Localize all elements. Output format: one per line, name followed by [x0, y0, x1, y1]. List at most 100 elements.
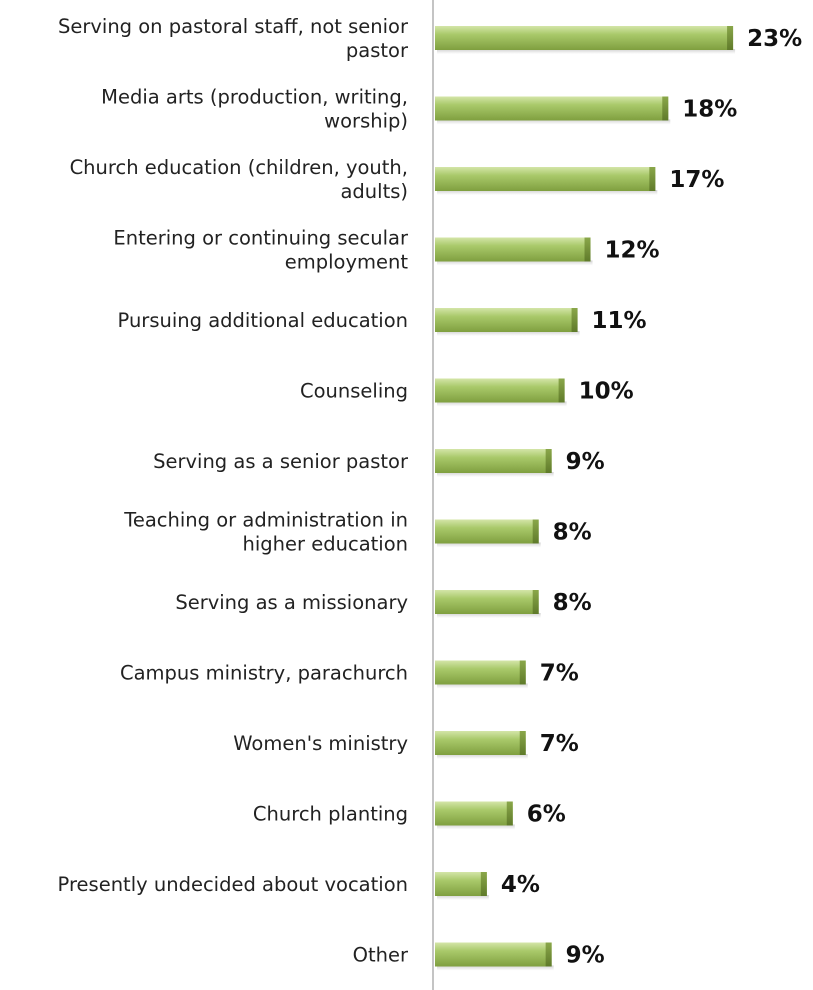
category-label-line: Serving as a senior pastor	[153, 450, 409, 473]
value-label: 8%	[553, 590, 592, 616]
value-label: 12%	[605, 238, 660, 264]
category-label-line: pastor	[346, 39, 409, 62]
bar-end-cap	[532, 590, 539, 614]
category-label: Women's ministry	[233, 732, 408, 755]
category-label: Presently undecided about vocation	[58, 873, 408, 896]
bar-shadow	[437, 754, 528, 759]
category-label: Teaching or administration in higher educ…	[123, 509, 408, 556]
category-label-line: Media arts (production, writing,	[101, 86, 408, 109]
bar-body	[435, 731, 526, 755]
bar-end-cap	[480, 872, 487, 896]
bar	[435, 167, 658, 195]
category-label: Entering or continuing secular employment	[113, 227, 409, 274]
bar	[435, 237, 593, 266]
category-label: Serving as a missionary	[175, 591, 408, 614]
value-label: 4%	[501, 872, 540, 898]
bar-shadow	[437, 965, 554, 971]
bar-body	[435, 872, 487, 896]
bar-end-cap	[506, 801, 513, 826]
bar-shadow	[437, 119, 671, 125]
value-label: 8%	[553, 520, 592, 546]
bar-end-cap	[727, 26, 734, 50]
bar-end-cap	[558, 378, 565, 403]
bar-shadow	[437, 895, 489, 900]
value-label: 23%	[747, 26, 802, 52]
bar-body	[435, 167, 656, 191]
bar	[435, 449, 554, 477]
value-label: 18%	[682, 97, 737, 123]
bar-shadow	[437, 542, 541, 548]
value-label: 17%	[669, 167, 724, 193]
bar-body	[435, 519, 539, 544]
bar	[435, 590, 541, 618]
bar-shadow	[437, 49, 736, 54]
bar-body	[435, 378, 565, 403]
bar-body	[435, 660, 526, 685]
bar-end-cap	[584, 237, 591, 262]
value-label: 9%	[566, 943, 605, 969]
category-label-line: Teaching or administration in	[123, 509, 408, 532]
bar	[435, 378, 567, 407]
bar	[435, 942, 554, 971]
bar	[435, 660, 528, 689]
bar-body	[435, 237, 591, 262]
category-label-line: higher education	[243, 533, 408, 556]
bar-body	[435, 308, 578, 332]
bar-end-cap	[662, 96, 669, 121]
category-label-line: Campus ministry, parachurch	[120, 662, 408, 685]
category-label-line: Church planting	[253, 803, 408, 826]
value-label: 7%	[540, 731, 579, 757]
bar-shadow	[437, 613, 541, 618]
category-label-line: Women's ministry	[233, 732, 408, 755]
category-label-line: employment	[285, 251, 409, 274]
bar-body	[435, 449, 552, 473]
category-label-line: Church education (children, youth,	[70, 156, 408, 179]
bar-body	[435, 96, 669, 121]
bar-shadow	[437, 683, 528, 689]
bar-end-cap	[532, 519, 539, 544]
category-label-line: Counseling	[300, 380, 408, 403]
category-label: Church planting	[253, 803, 408, 826]
bar-end-cap	[649, 167, 656, 191]
category-label-line: Serving on pastoral staff, not senior	[58, 15, 409, 38]
bar-shadow	[437, 190, 658, 195]
bar-end-cap	[545, 942, 552, 967]
bar-end-cap	[545, 449, 552, 473]
bar	[435, 872, 489, 900]
value-label: 7%	[540, 661, 579, 687]
bar-body	[435, 590, 539, 614]
bar	[435, 801, 515, 830]
bar-shadow	[437, 260, 593, 266]
category-label: Church education (children, youth, adults…	[70, 156, 408, 203]
category-label-line: Serving as a missionary	[175, 591, 408, 614]
bar	[435, 26, 736, 54]
bar-shadow	[437, 331, 580, 336]
category-label-line: worship)	[324, 110, 408, 133]
value-label: 6%	[527, 802, 566, 828]
bar-body	[435, 26, 734, 50]
bar-shadow	[437, 824, 515, 830]
bar-end-cap	[519, 660, 526, 685]
category-label-line: Other	[353, 944, 409, 967]
category-label-line: Presently undecided about vocation	[58, 873, 408, 896]
bar-shadow	[437, 472, 554, 477]
category-label-line: Pursuing additional education	[118, 309, 408, 332]
bar	[435, 96, 671, 125]
bar	[435, 519, 541, 548]
category-label: Serving as a senior pastor	[153, 450, 409, 473]
category-label-line: Entering or continuing secular	[113, 227, 409, 250]
category-label: Serving on pastoral staff, not senior pas…	[58, 15, 409, 62]
category-label: Pursuing additional education	[118, 309, 408, 332]
bar-body	[435, 942, 552, 967]
bar	[435, 731, 528, 759]
category-label: Media arts (production, writing, worship)	[101, 86, 408, 133]
category-label: Campus ministry, parachurch	[120, 662, 408, 685]
bar-body	[435, 801, 513, 826]
bar-shadow	[437, 401, 567, 407]
bar-end-cap	[519, 731, 526, 755]
category-label-line: adults)	[340, 180, 408, 203]
value-label: 9%	[566, 449, 605, 475]
category-label: Counseling	[300, 380, 408, 403]
